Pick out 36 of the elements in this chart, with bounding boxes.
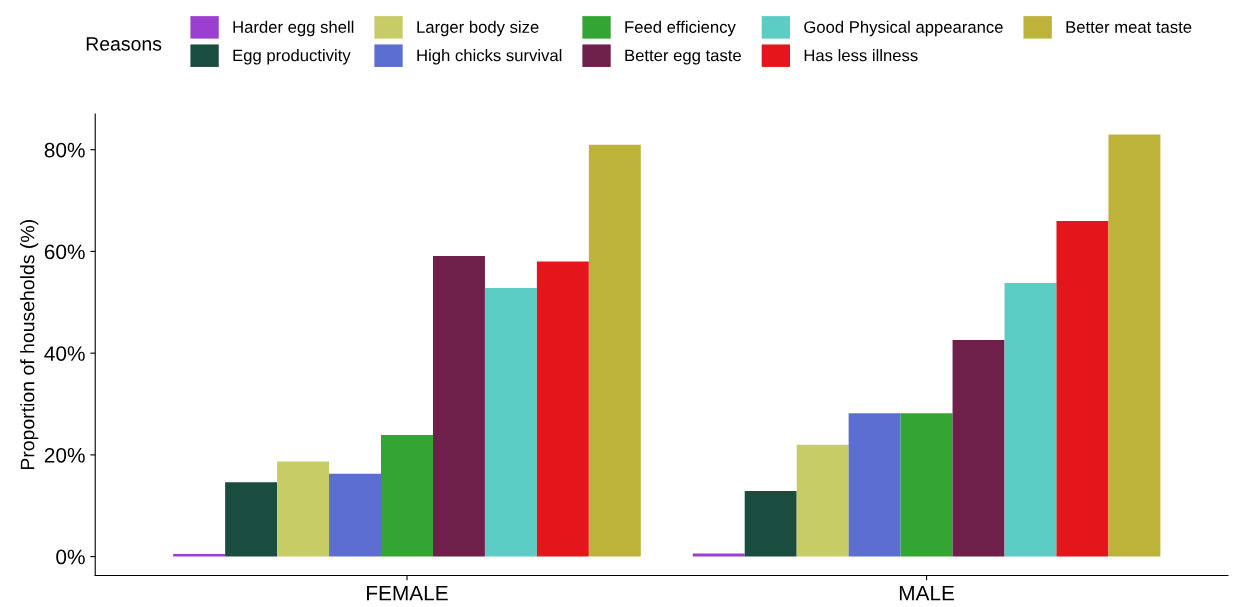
bar — [1004, 282, 1057, 557]
bar — [744, 491, 797, 557]
y-tick-label: 40% — [44, 346, 85, 361]
legend-label: Feed efficiency — [625, 20, 736, 37]
bar — [381, 435, 433, 557]
bar — [1056, 220, 1109, 557]
y-tick-label: 20% — [44, 447, 85, 463]
legend-title: Reasons — [86, 37, 162, 51]
legend-label: Egg productivity — [233, 49, 351, 65]
legend-label: Better egg taste — [625, 49, 741, 65]
legend-label: Has less illness — [804, 49, 918, 62]
bar — [796, 444, 849, 557]
bar — [952, 339, 1005, 557]
legend-label: High chicks survival — [417, 49, 562, 65]
legend-label: Larger body size — [417, 20, 539, 37]
legend-label: Better meat taste — [1066, 21, 1192, 33]
legend-label: Good Physical appearance — [804, 20, 1003, 37]
x-tick-label: MALE — [899, 585, 955, 601]
bar — [432, 256, 485, 557]
bar — [173, 554, 226, 557]
bar — [848, 413, 901, 557]
bar — [329, 473, 381, 557]
bar — [1108, 134, 1161, 557]
legend-label: Harder egg shell — [233, 20, 354, 37]
bar — [225, 482, 278, 557]
bar — [484, 288, 537, 557]
bar — [900, 413, 953, 557]
bar — [536, 261, 589, 557]
y-axis-title: Proportion of households (%) — [20, 220, 39, 470]
y-tick-label: 0% — [56, 549, 85, 565]
bar — [588, 144, 641, 557]
y-tick-label: 80% — [44, 142, 85, 158]
y-tick-label: 60% — [44, 244, 85, 260]
x-tick-label: FEMALE — [367, 585, 448, 601]
bar — [277, 461, 330, 557]
bar — [692, 553, 745, 557]
